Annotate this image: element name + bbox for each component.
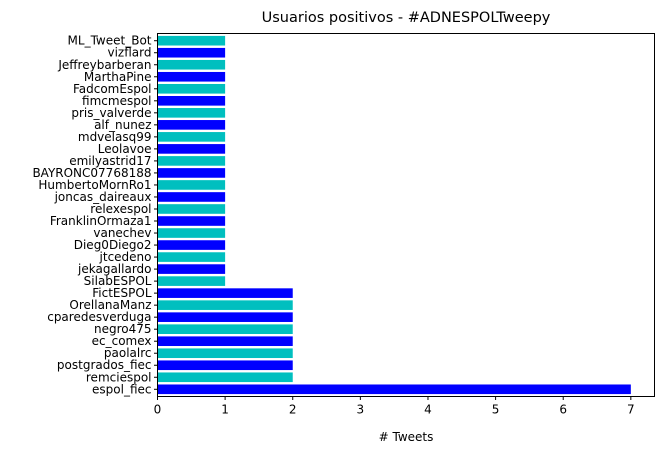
y-tick-label: BAYRONC07768188	[32, 166, 151, 180]
bar-paolalrc	[157, 348, 293, 359]
y-tick-label: paolalrc	[104, 346, 152, 360]
y-tick-label: emilyastrid17	[69, 154, 151, 168]
y-tick-label: FictESPOL	[92, 286, 152, 300]
x-axis-ticks: 0 1 2 3 4 5 6 7	[154, 396, 635, 417]
bar-joncas_daireaux	[157, 192, 226, 202]
y-tick-label: Leolavoe	[98, 142, 152, 156]
y-tick-label: alf_nunez	[94, 118, 151, 132]
bar-cparedesverduga	[157, 312, 293, 322]
bar-ML_Tweet_Bot	[157, 35, 226, 46]
bars-group	[157, 35, 631, 395]
bar-espol_fiec	[157, 384, 631, 395]
bar-FictESPOL	[157, 288, 293, 298]
y-tick-label: SilabESPOL	[84, 274, 152, 288]
plot-frame	[157, 33, 655, 397]
chart-title: Usuarios positivos - #ADNESPOLTweepy	[262, 10, 551, 26]
bar-OrellanaManz	[157, 300, 293, 310]
bar-HumbertoMornRo1	[157, 180, 226, 190]
x-tick-label: 3	[357, 403, 365, 417]
bar-fimcmespol	[157, 96, 226, 106]
y-tick-label: ec_comex	[92, 334, 152, 348]
y-tick-label: FadcomEspol	[73, 82, 152, 96]
x-axis-label: # Tweets	[379, 430, 434, 444]
y-tick-label: vizflard	[108, 46, 152, 60]
bar-FadcomEspol	[157, 83, 226, 94]
y-tick-label: remciespol	[86, 370, 152, 384]
y-tick-label: postgrados_fiec	[57, 358, 152, 372]
y-tick-label: ML_Tweet_Bot	[68, 34, 152, 48]
y-tick-label: MarthaPine	[84, 70, 152, 84]
x-tick-label: 1	[221, 403, 229, 417]
y-tick-label: espol_fiec	[92, 382, 151, 396]
bar-vizflard	[157, 47, 226, 58]
bar-SilabESPOL	[157, 276, 226, 286]
bar-Dieg0Diego2	[157, 240, 226, 250]
bar-negro475	[157, 324, 293, 334]
y-tick-label: jekagallardo	[77, 262, 151, 276]
bar-jekagallardo	[157, 264, 226, 274]
x-tick-label: 6	[559, 403, 567, 417]
bar-FranklinOrmaza1	[157, 216, 226, 226]
x-tick-label: 5	[492, 403, 500, 417]
y-tick-label: OrellanaManz	[69, 298, 151, 312]
bar-alf_nunez	[157, 120, 226, 130]
y-tick-label: joncas_daireaux	[54, 190, 152, 204]
y-tick-label: jtcedeno	[99, 250, 152, 264]
bar-emilyastrid17	[157, 156, 226, 166]
y-tick-label: pris_valverde	[71, 106, 151, 120]
y-tick-label: HumbertoMornRo1	[38, 178, 151, 192]
bar-jtcedeno	[157, 252, 226, 262]
y-tick-label: Jeffreybarberan	[57, 58, 151, 72]
bar-pris_valverde	[157, 108, 226, 118]
bar-ec_comex	[157, 336, 293, 347]
bar-MarthaPine	[157, 71, 226, 82]
bar-postgrados_fiec	[157, 360, 293, 371]
y-tick-label: Dieg0Diego2	[74, 238, 152, 252]
y-tick-label: relexespol	[90, 202, 151, 216]
bar-Jeffreybarberan	[157, 59, 226, 70]
y-axis-ticks: espol_fiecremciespolpostgrados_fiecpaola…	[32, 34, 158, 396]
x-tick-label: 7	[627, 403, 635, 417]
bar-remciespol	[157, 372, 293, 383]
x-tick-label: 4	[424, 403, 432, 417]
y-tick-label: negro475	[94, 322, 152, 336]
y-tick-label: FranklinOrmaza1	[50, 214, 152, 228]
y-tick-label: vanechev	[93, 226, 151, 240]
bar-mdvelasq99	[157, 132, 226, 142]
y-tick-label: mdvelasq99	[78, 130, 152, 144]
bar-Leolavoe	[157, 144, 226, 154]
y-tick-label: fimcmespol	[82, 94, 151, 108]
bar-relexespol	[157, 204, 226, 214]
bar-vanechev	[157, 228, 226, 238]
x-tick-label: 0	[154, 403, 162, 417]
y-tick-label: cparedesverduga	[47, 310, 151, 324]
bar-BAYRONC07768188	[157, 168, 226, 178]
x-tick-label: 2	[289, 403, 297, 417]
